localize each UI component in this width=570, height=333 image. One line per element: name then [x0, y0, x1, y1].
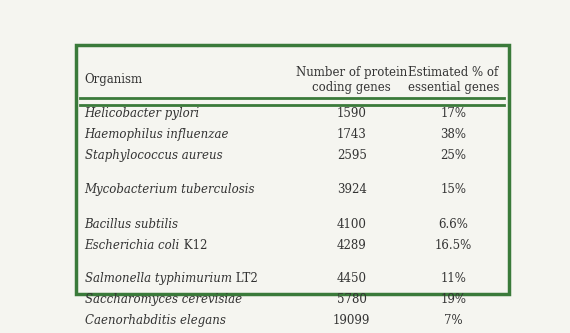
Text: 4100: 4100 [337, 218, 367, 231]
Text: Organism: Organism [84, 73, 142, 86]
Text: 4289: 4289 [337, 239, 367, 252]
Text: Escherichia coli: Escherichia coli [84, 239, 180, 252]
Text: 19099: 19099 [333, 314, 370, 327]
Text: 1743: 1743 [337, 128, 367, 141]
Text: Estimated % of
essential genes: Estimated % of essential genes [408, 66, 499, 94]
Text: Bacillus subtilis: Bacillus subtilis [84, 218, 178, 231]
FancyBboxPatch shape [76, 45, 508, 294]
Text: Helicobacter pylori: Helicobacter pylori [84, 107, 200, 120]
Text: 25%: 25% [441, 149, 466, 162]
Text: Salmonella typhimurium: Salmonella typhimurium [84, 272, 231, 285]
Text: Number of protein
coding genes: Number of protein coding genes [296, 66, 408, 94]
Text: 38%: 38% [441, 128, 466, 141]
Text: 16.5%: 16.5% [435, 239, 472, 252]
Text: Mycobacterium tuberculosis: Mycobacterium tuberculosis [84, 183, 255, 196]
Text: Staphylococcus aureus: Staphylococcus aureus [84, 149, 222, 162]
Text: 11%: 11% [441, 272, 466, 285]
Text: 15%: 15% [441, 183, 466, 196]
Text: Saccharomyces cerevisiae: Saccharomyces cerevisiae [84, 293, 242, 306]
Text: 19%: 19% [441, 293, 466, 306]
Text: 17%: 17% [441, 107, 466, 120]
Text: K12: K12 [180, 239, 207, 252]
Text: LT2: LT2 [231, 272, 257, 285]
Text: 7%: 7% [444, 314, 463, 327]
Text: 1590: 1590 [337, 107, 367, 120]
Text: 6.6%: 6.6% [438, 218, 469, 231]
Text: 3924: 3924 [337, 183, 367, 196]
Text: 2595: 2595 [337, 149, 367, 162]
Text: Haemophilus influenzae: Haemophilus influenzae [84, 128, 229, 141]
Text: 5780: 5780 [337, 293, 367, 306]
Text: 4450: 4450 [337, 272, 367, 285]
Text: Caenorhabditis elegans: Caenorhabditis elegans [84, 314, 225, 327]
